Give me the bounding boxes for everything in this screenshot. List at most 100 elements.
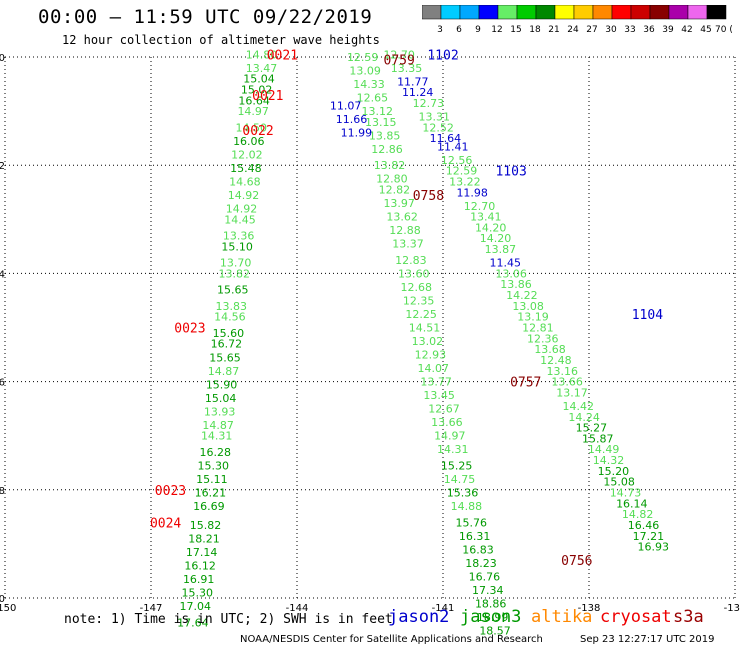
swh-value: 15.60 — [213, 327, 245, 340]
swh-value: 13.16 — [546, 365, 578, 378]
swh-value: 14.07 — [418, 362, 450, 375]
colorbar-tick-label: 70 (ft) — [715, 25, 732, 35]
colorbar-tick-label: 12 — [491, 25, 502, 35]
swh-value: 13.31 — [418, 111, 450, 124]
colorbar-swatch — [422, 5, 442, 20]
swh-value: 13.35 — [391, 62, 423, 75]
swh-value: 12.67 — [428, 403, 460, 416]
x-tick-label: -147 — [140, 603, 163, 614]
colorbar-swatch — [706, 5, 727, 20]
swh-value: 12.81 — [522, 322, 554, 335]
x-tick-label: -135 — [724, 603, 740, 614]
swh-value: 12.70 — [464, 200, 496, 213]
swh-value: 12.86 — [371, 143, 403, 156]
colorbar-tick-label: 27 — [586, 25, 597, 35]
chart-subtitle: 12 hour collection of altimeter wave hei… — [62, 33, 380, 47]
swh-value: 16.46 — [628, 519, 660, 532]
swh-value: 13.36 — [223, 230, 255, 243]
pass-time-label: 0021 — [267, 48, 298, 63]
plot-axes: -50 -48 -46 -44 -42 -40 -150 -147 -144 -141 -138 -1… — [0, 53, 740, 614]
legend-altika: altika — [531, 607, 593, 627]
swh-value: 15.20 — [598, 465, 630, 478]
swh-value: 12.36 — [527, 332, 559, 345]
swh-value: 16.21 — [195, 487, 227, 500]
swh-value: 11.99 — [341, 127, 373, 140]
swh-value: 16.28 — [199, 446, 231, 459]
x-tick-label: -150 — [0, 603, 16, 614]
colorbar-tick-label: 15 — [510, 25, 521, 35]
swh-value: 13.93 — [204, 405, 236, 418]
swh-value: 13.37 — [392, 238, 424, 251]
swh-value: 12.82 — [379, 184, 411, 197]
swh-value: 15.08 — [603, 476, 635, 489]
colorbar-swatch — [459, 5, 480, 20]
swh-value: 16.06 — [233, 135, 265, 148]
swh-value: 12.59 — [446, 165, 478, 178]
swh-value: 17.34 — [472, 584, 504, 597]
swh-value: 18.86 — [475, 597, 507, 610]
y-tick-label: -42 — [0, 161, 5, 172]
x-tick-label: -138 — [578, 603, 601, 614]
swh-value: 11.64 — [430, 132, 462, 145]
colorbar-swatch — [630, 5, 651, 20]
pass-time-label: 0756 — [561, 554, 592, 569]
legend-jason3: jason3 — [460, 607, 522, 627]
swh-value: 14.45 — [224, 213, 256, 226]
swh-value: 16.72 — [211, 338, 243, 351]
swh-value: 12.93 — [415, 349, 447, 362]
swh-value: 14.56 — [214, 311, 246, 324]
swh-value: 13.60 — [398, 267, 430, 280]
swh-value: 14.80 — [246, 48, 278, 61]
swh-value: 15.30 — [198, 459, 230, 472]
swh-value: 11.98 — [456, 186, 488, 199]
swh-value: 13.82 — [218, 267, 250, 280]
swh-value: 18.21 — [188, 532, 220, 545]
swh-value: 13.02 — [412, 335, 444, 348]
swh-value: 15.11 — [196, 473, 228, 486]
swh-value: 15.82 — [190, 519, 222, 532]
pass-time-label: 0023 — [174, 322, 205, 337]
swh-value: 16.12 — [184, 560, 216, 573]
swh-value: 16.93 — [637, 541, 669, 554]
swh-value: 15.90 — [206, 378, 238, 391]
plot-grid — [4, 56, 736, 599]
colorbar-swatch — [573, 5, 594, 20]
swh-value: 11.41 — [437, 140, 469, 153]
pass-time-label: 0022 — [242, 124, 273, 139]
pass-time-label: 0024 — [150, 516, 181, 531]
swh-value: 13.19 — [517, 311, 549, 324]
swh-value: 14.31 — [201, 430, 233, 443]
swh-value: 15.65 — [209, 351, 241, 364]
swh-value: 13.06 — [495, 267, 527, 280]
swh-value: 18.57 — [479, 624, 511, 637]
colorbar-tick-label: 3 — [437, 25, 443, 35]
swh-value: 14.82 — [622, 508, 654, 521]
legend-s3a: s3a — [673, 607, 704, 627]
swh-value: 15.04 — [243, 73, 275, 86]
footer-agency: NOAA/NESDIS Center for Satellite Applica… — [240, 634, 543, 645]
swh-value: 16.91 — [183, 573, 215, 586]
swh-value: 12.65 — [357, 92, 389, 105]
swh-value: 13.70 — [220, 257, 252, 270]
swh-value: 11.66 — [336, 113, 368, 126]
pass-time-label: 1102 — [427, 48, 458, 63]
pass-time-label: 1104 — [632, 308, 663, 323]
chart-title: 00:00 – 11:59 UTC 09/22/2019 — [38, 6, 373, 28]
swh-value: 13.62 — [386, 211, 418, 224]
swh-value: 11.07 — [330, 100, 362, 113]
x-tick-label: -141 — [432, 603, 455, 614]
colorbar-tick-label: 36 — [643, 25, 655, 35]
swh-value: 12.80 — [376, 173, 408, 186]
swh-value: 14.49 — [588, 443, 620, 456]
colorbar-swatch — [440, 5, 461, 20]
swh-value: 11.24 — [402, 86, 434, 99]
swh-value: 14.31 — [437, 443, 469, 456]
swh-value: 11.45 — [490, 257, 522, 270]
footer-timestamp: Sep 23 12:27:17 UTC 2019 — [580, 634, 715, 645]
colorbar-swatch — [649, 5, 670, 20]
swh-value: 13.87 — [485, 243, 517, 256]
swh-value: 12.02 — [231, 148, 263, 161]
swh-value: 15.25 — [441, 459, 473, 472]
swh-value: 13.41 — [470, 211, 502, 224]
